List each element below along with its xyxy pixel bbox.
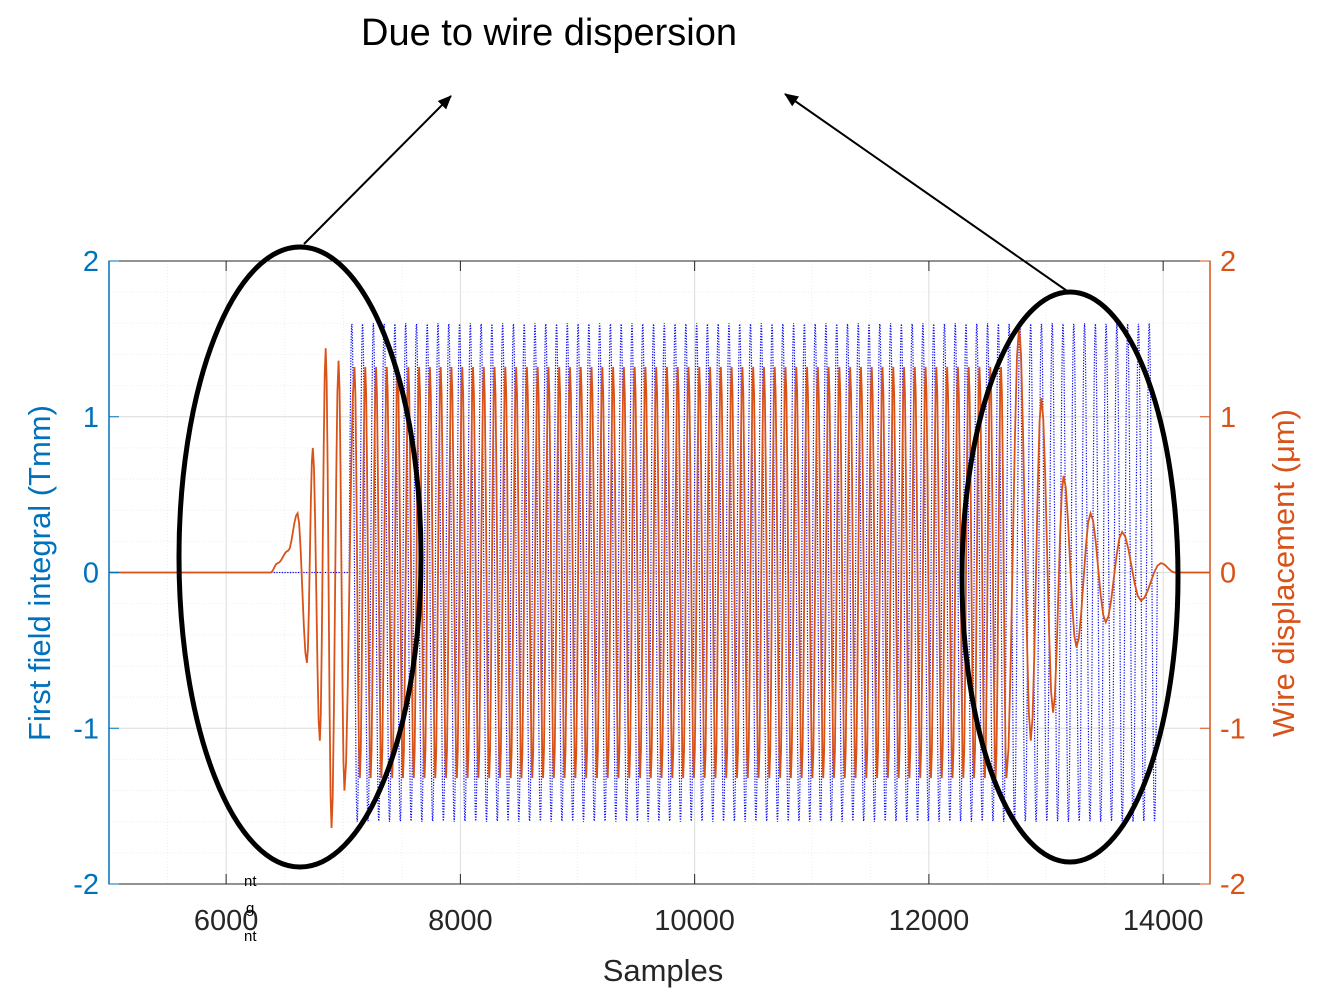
y-left-tick-label: 2 xyxy=(83,246,99,278)
axes: 6000 8000 10000 12000 14000 -2 -1 0 1 2 -2 -1 0 1 2 xyxy=(73,246,1246,937)
side-text-1: nt xyxy=(244,873,257,890)
y-right-tick-label: 2 xyxy=(1220,246,1236,278)
dispersion-ellipse-left xyxy=(176,244,424,870)
y-left-tick-label: -2 xyxy=(73,869,99,901)
series-field-integral xyxy=(109,323,1158,822)
x-tick-label: 12000 xyxy=(889,905,970,937)
y-left-tick-label: 1 xyxy=(83,402,99,434)
y-axis-left-label: First field integral (Tmm) xyxy=(22,405,57,741)
y-left-tick-label: -1 xyxy=(73,713,99,745)
y-axis-right-label: Wire displacement (μm) xyxy=(1266,409,1301,737)
series-wire-displacement xyxy=(109,326,1210,828)
x-tick-label: 14000 xyxy=(1123,905,1204,937)
x-tick-label: 8000 xyxy=(428,905,493,937)
x-axis-label: Samples xyxy=(603,953,724,988)
side-text-2: g xyxy=(246,900,255,917)
y-right-tick-label: 1 xyxy=(1220,402,1236,434)
x-tick-label: 6000 xyxy=(194,905,259,937)
annotation-arrow-right xyxy=(784,93,1071,294)
y-right-tick-label: -1 xyxy=(1220,713,1246,745)
y-right-tick-label: -2 xyxy=(1220,869,1246,901)
annotation: Due to wire dispersion xyxy=(176,12,1181,870)
x-tick-label: 10000 xyxy=(654,905,735,937)
y-right-tick-label: 0 xyxy=(1220,558,1236,590)
side-text-3: nt xyxy=(244,928,257,945)
plot-area xyxy=(109,323,1210,828)
dispersion-ellipse-right xyxy=(959,289,1181,865)
annotation-text: Due to wire dispersion xyxy=(361,12,737,54)
annotation-arrow-left xyxy=(303,95,452,245)
y-left-tick-label: 0 xyxy=(83,558,99,590)
